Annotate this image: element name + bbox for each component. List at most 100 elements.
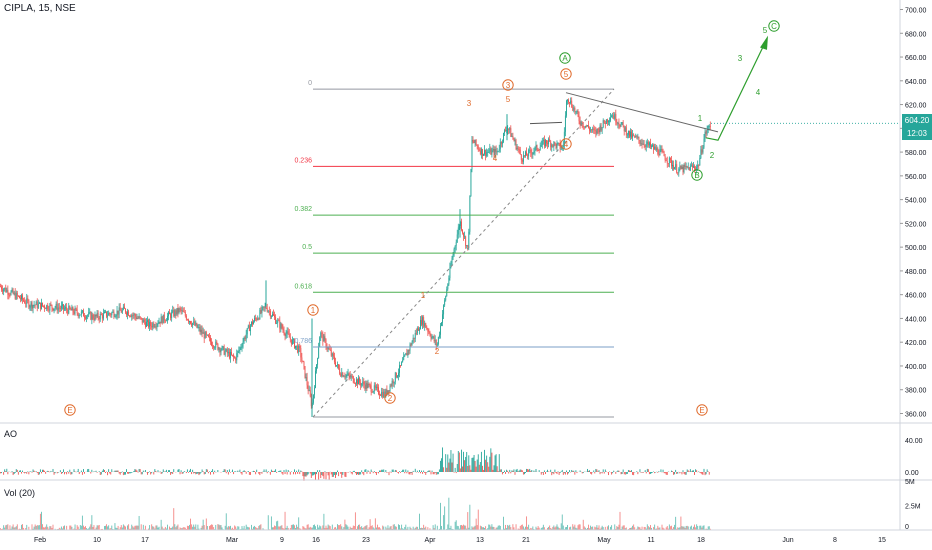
volume-bar: [248, 527, 250, 530]
candle-body: [582, 126, 584, 127]
volume-bar: [298, 517, 300, 530]
volume-bar: [668, 524, 670, 530]
candle-body: [181, 310, 183, 312]
candle-body: [137, 317, 139, 319]
candle-body: [330, 350, 332, 356]
candle-body: [486, 152, 488, 156]
volume-bar: [2, 528, 4, 530]
candle-body: [587, 125, 588, 127]
volume-bar: [583, 526, 585, 530]
ao-bar: [445, 454, 447, 472]
volume-bar: [246, 526, 248, 530]
time-tick-label: Feb: [34, 537, 46, 544]
ao-bar: [564, 472, 566, 475]
volume-bar: [482, 527, 483, 530]
candle-body: [511, 136, 513, 137]
candle-body: [613, 115, 615, 119]
volume-bar: [377, 524, 378, 530]
volume-bar: [666, 526, 668, 530]
volume-bar: [591, 526, 593, 530]
volume-bar: [504, 528, 505, 530]
ao-bar: [394, 469, 396, 472]
ao-bar: [374, 472, 376, 474]
ao-bar: [141, 472, 143, 475]
candle-body: [138, 316, 140, 319]
candle-body: [235, 358, 237, 361]
volume-bar: [241, 526, 243, 530]
ao-bar: [180, 470, 182, 472]
volume-bar: [674, 524, 676, 530]
candle-body: [216, 341, 218, 344]
volume-bar: [60, 526, 62, 530]
candle-body: [186, 319, 188, 321]
ao-bar: [32, 469, 34, 472]
volume-bar: [307, 524, 309, 530]
ao-bar: [353, 470, 355, 472]
volume-bar: [553, 525, 555, 530]
fib-level-label: 0: [308, 80, 312, 87]
ao-bar: [477, 454, 479, 472]
ao-bar: [108, 469, 110, 472]
volume-bar: [151, 524, 153, 530]
volume-bar: [110, 528, 112, 530]
ao-bar: [295, 472, 296, 475]
candle-body: [668, 157, 670, 164]
ao-bar: [664, 472, 666, 474]
candle-body: [109, 313, 111, 315]
volume-bar: [575, 527, 577, 530]
volume-bar: [86, 528, 88, 530]
candle-body: [306, 377, 308, 386]
candle-body: [470, 169, 472, 197]
volume-bar: [144, 525, 146, 530]
ao-bar: [169, 470, 170, 472]
candle-body: [461, 221, 462, 230]
ao-bar: [150, 472, 152, 475]
ao-bar: [45, 472, 47, 474]
candle-body: [336, 365, 337, 367]
candle-body: [18, 295, 20, 299]
candle-body: [220, 350, 222, 353]
volume-bar: [172, 526, 174, 530]
candle-body: [570, 100, 572, 104]
volume-bar: [567, 524, 568, 530]
candle-body: [196, 322, 198, 328]
ao-bar: [161, 472, 163, 474]
candle-body: [295, 345, 296, 349]
ao-bar: [16, 469, 18, 472]
ao-bar: [350, 472, 352, 474]
ao-bar: [217, 470, 219, 472]
ao-bar: [674, 472, 676, 475]
candle-body: [117, 310, 119, 315]
ao-bar: [81, 472, 83, 475]
candle-body: [4, 287, 6, 290]
volume-bar: [275, 526, 277, 530]
candle-body: [703, 138, 705, 148]
volume-bar: [608, 525, 609, 530]
candle-body: [168, 312, 169, 317]
wave-label: 5: [506, 95, 511, 104]
ao-bar: [657, 472, 659, 473]
candle-body: [286, 331, 288, 334]
price-tick-label: 660.00: [905, 55, 927, 62]
ao-bar: [514, 472, 516, 475]
candle-body: [517, 147, 519, 150]
candle-body: [36, 301, 38, 308]
candle-body: [594, 129, 596, 131]
candle-body: [595, 130, 597, 134]
ao-bar: [31, 472, 33, 473]
candle-body: [93, 318, 95, 320]
ao-bar: [702, 472, 704, 475]
volume-bar: [31, 524, 33, 530]
time-tick-label: 11: [647, 537, 654, 544]
candle-body: [689, 165, 691, 171]
volume-bar: [13, 527, 15, 530]
candle-body: [32, 305, 34, 309]
ao-bar: [294, 469, 295, 472]
ao-bar: [227, 472, 229, 475]
candle-body: [341, 372, 343, 377]
volume-bar: [597, 527, 599, 530]
volume-bar: [476, 525, 478, 530]
volume-bar: [585, 528, 587, 530]
candle-body: [143, 319, 145, 323]
